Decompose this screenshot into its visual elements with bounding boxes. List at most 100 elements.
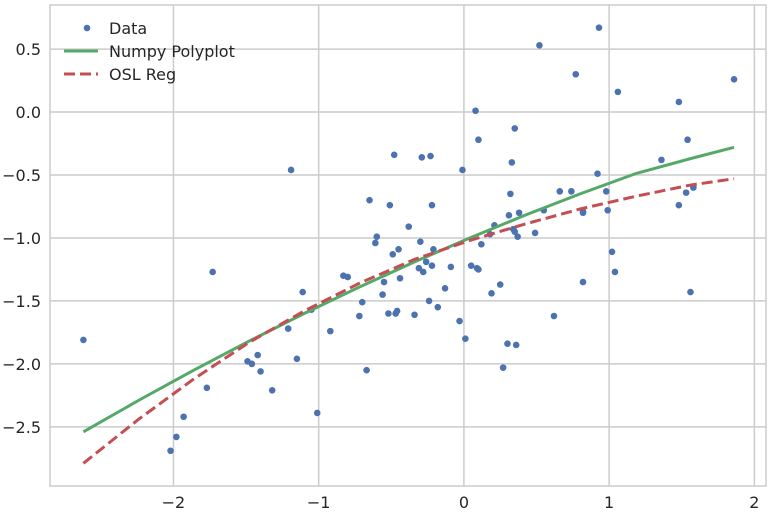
legend-label: OSL Reg [109,65,176,84]
legend-marker-data [83,24,91,32]
data-point [467,262,475,269]
data-point [418,154,426,161]
data-point [568,188,575,195]
data-point [293,355,301,363]
data-point [366,196,373,204]
y-tick-label: −1.5 [2,292,41,311]
data-point [595,24,603,31]
data-point [658,156,665,164]
data-point [608,248,616,256]
data-point [389,251,397,258]
x-tick-label: 2 [749,493,759,512]
data-point [511,125,519,132]
data-point [682,189,690,196]
data-point [614,88,622,96]
data-point [287,166,295,174]
data-point [393,307,401,315]
data-point [508,159,516,166]
data-point [462,335,469,342]
data-point [257,368,264,375]
data-point [379,291,386,298]
data-point [675,201,683,209]
data-point [684,136,691,144]
data-point [363,366,370,374]
x-tick-labels: −2 −1 0 1 2 [162,493,760,512]
data-point [475,136,482,144]
data-point [531,229,539,237]
data-point [488,290,495,297]
data-point [730,75,738,83]
data-point [478,240,485,248]
polyfit-line [82,145,735,434]
data-point [579,278,587,286]
data-point [428,201,436,209]
data-point [254,351,261,359]
data-point [504,340,511,348]
data-point [415,264,423,272]
data-point [356,312,363,320]
data-point [496,281,504,288]
x-tick-label: −2 [162,493,186,512]
data-point [550,312,558,320]
data-point [579,209,587,217]
x-tick-label: 0 [459,493,469,512]
plot-frame [49,4,767,487]
data-point [456,317,463,325]
data-point [475,266,482,273]
data-point [572,70,580,78]
data-point [80,336,87,344]
y-tick-label: −1.0 [2,229,41,248]
y-tick-label: 0.5 [16,40,41,59]
data-point [511,228,519,235]
legend-label: Data [109,19,147,38]
data-point [422,258,430,266]
data-point [372,239,379,247]
y-gridlines [50,48,766,428]
legend-label: Numpy Polyplot [109,42,235,61]
data-point [313,409,321,417]
data-point [514,233,521,240]
data-point [385,310,392,317]
data-point [675,98,683,106]
data-point [411,311,418,319]
legend: Data Numpy Polyplot OSL Reg [64,19,235,84]
osl-reg-line [82,177,735,465]
data-point [417,238,424,246]
x-tick-label: −1 [307,493,331,512]
y-tick-label: 0.0 [16,103,41,122]
data-point [373,233,381,240]
data-point [380,278,388,286]
data-point [405,223,413,230]
y-tick-label: −2.0 [2,355,41,374]
data-point [248,360,256,368]
data-point [447,263,455,271]
data-point [430,245,437,253]
data-point [268,387,276,394]
data-point [428,262,436,269]
data-point [173,433,180,441]
data-point [512,341,520,349]
data-point [459,166,466,174]
data-point [604,206,611,214]
data-points [80,24,738,455]
fit-lines [82,145,735,465]
data-point [396,274,404,282]
data-point [358,298,366,306]
data-point [507,190,514,198]
data-point [386,201,394,209]
data-point [505,211,513,219]
data-point [687,288,694,296]
data-point [556,188,564,195]
data-point [594,170,601,178]
data-point [419,268,427,276]
data-point [180,413,187,421]
data-point [284,325,292,332]
data-point [425,297,433,305]
data-point [209,268,216,276]
y-tick-labels: 0.5 0.0 −0.5 −1.0 −1.5 −2.0 −2.5 [2,40,41,437]
data-point [395,245,402,253]
data-point [299,288,307,296]
data-point [434,303,442,311]
data-point [441,285,449,292]
